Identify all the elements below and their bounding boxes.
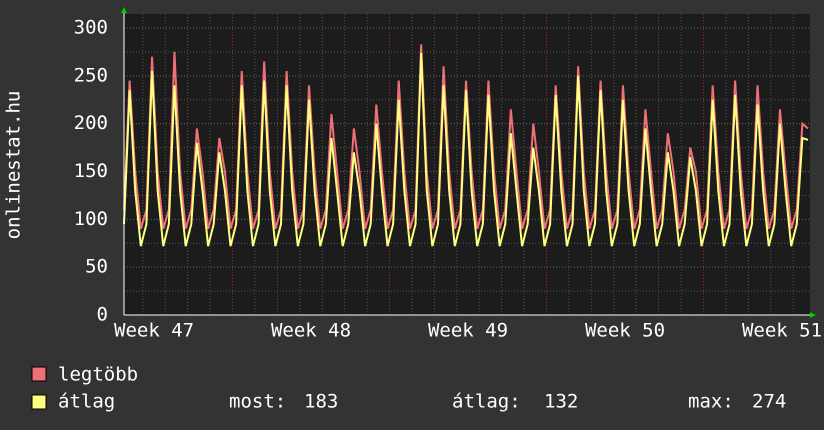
legend-swatch (31, 366, 47, 382)
y-tick-label: 300 (74, 17, 108, 39)
stat-label: most: (229, 391, 286, 413)
x-tick-label: Week 51 (742, 320, 822, 342)
stat-label: átlag: (452, 391, 521, 413)
x-tick-label: Week 49 (428, 320, 508, 342)
x-tick-label: Week 48 (271, 320, 351, 342)
x-tick-label: Week 47 (114, 320, 194, 342)
plot-area (124, 14, 810, 315)
axis-arrow (810, 312, 816, 318)
legend-label: legtöbb (58, 364, 138, 386)
stat-label: max: (688, 391, 734, 413)
y-tick-label: 200 (74, 112, 108, 134)
legend-swatch (31, 394, 47, 410)
legend-label: átlag (58, 391, 115, 413)
y-tick-label: 50 (85, 256, 108, 278)
stat-value: 274 (752, 391, 786, 413)
y-tick-label: 150 (74, 160, 108, 182)
stat-value: 132 (544, 391, 578, 413)
series-line (123, 52, 809, 247)
y-tick-label: 100 (74, 208, 108, 230)
stat-value: 183 (304, 391, 338, 413)
axis-arrow (121, 7, 127, 13)
x-tick-label: Week 50 (585, 320, 665, 342)
y-tick-label: 250 (74, 64, 108, 86)
y-axis-title: onlinestat.hu (3, 91, 25, 240)
y-tick-label: 0 (97, 304, 108, 326)
